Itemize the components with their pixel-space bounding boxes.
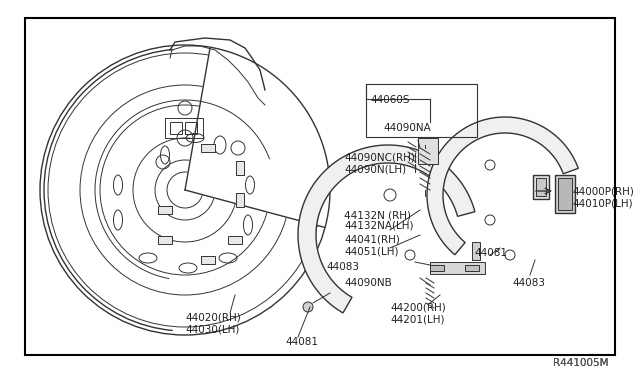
Polygon shape bbox=[298, 145, 475, 313]
Bar bbox=[366, 84, 477, 137]
Text: 44020(RH): 44020(RH) bbox=[185, 313, 241, 323]
Bar bbox=[185, 122, 197, 134]
Bar bbox=[555, 175, 575, 213]
Text: 44201(LH): 44201(LH) bbox=[390, 314, 445, 324]
Text: 44081: 44081 bbox=[474, 248, 507, 258]
Bar bbox=[533, 175, 549, 199]
Text: 44083: 44083 bbox=[326, 262, 359, 272]
Circle shape bbox=[303, 302, 313, 312]
Text: 44090NC(RH): 44090NC(RH) bbox=[344, 153, 415, 163]
Bar bbox=[430, 265, 444, 271]
Text: 44200(RH): 44200(RH) bbox=[390, 303, 445, 313]
Bar bbox=[158, 236, 172, 244]
Text: 44000P(RH): 44000P(RH) bbox=[572, 187, 634, 197]
Text: 44010P(LH): 44010P(LH) bbox=[572, 198, 632, 208]
Bar bbox=[558, 178, 572, 210]
Bar bbox=[201, 144, 215, 152]
Text: 44081: 44081 bbox=[285, 337, 318, 347]
Bar bbox=[158, 206, 172, 214]
Text: 44090NA: 44090NA bbox=[383, 123, 431, 133]
Bar bbox=[465, 265, 479, 271]
Bar bbox=[165, 118, 203, 138]
Text: R441005M: R441005M bbox=[552, 358, 608, 368]
Bar bbox=[536, 178, 546, 196]
Text: 44090N(LH): 44090N(LH) bbox=[344, 164, 406, 174]
Bar bbox=[472, 242, 480, 260]
Wedge shape bbox=[185, 42, 335, 229]
Text: 44083: 44083 bbox=[512, 278, 545, 288]
Text: R441005M: R441005M bbox=[552, 358, 608, 368]
Bar bbox=[236, 193, 244, 207]
Text: 44041(RH): 44041(RH) bbox=[344, 235, 400, 245]
Bar bbox=[201, 256, 215, 264]
Bar bbox=[430, 262, 485, 274]
Text: 44090NB: 44090NB bbox=[344, 278, 392, 288]
Text: 44051(LH): 44051(LH) bbox=[344, 246, 399, 256]
Text: 44030(LH): 44030(LH) bbox=[185, 324, 239, 334]
Bar bbox=[228, 236, 242, 244]
Text: 44132N (RH): 44132N (RH) bbox=[344, 210, 411, 220]
Polygon shape bbox=[427, 117, 579, 255]
Bar bbox=[418, 138, 438, 164]
Bar bbox=[170, 122, 182, 134]
Text: 44132NA(LH): 44132NA(LH) bbox=[344, 221, 413, 231]
Bar bbox=[236, 161, 244, 175]
Text: 44060S: 44060S bbox=[370, 95, 410, 105]
